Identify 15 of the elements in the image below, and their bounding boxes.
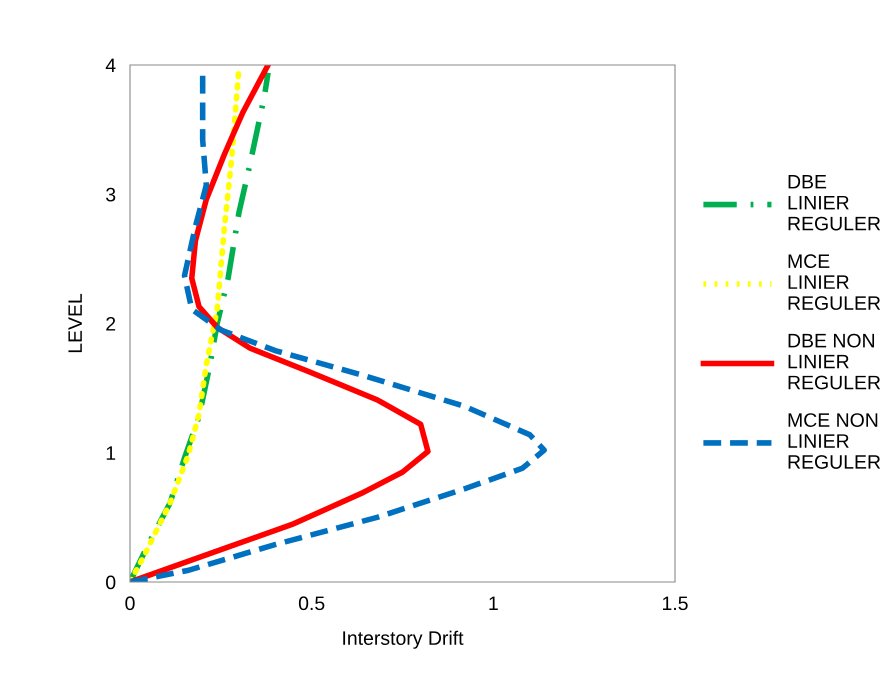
legend-label: MCE LINIER REGULER xyxy=(788,254,880,310)
y-tick-label: 2 xyxy=(106,316,116,331)
x-tick-label: 0.5 xyxy=(298,596,324,610)
x-tick-label: 1 xyxy=(489,596,498,610)
x-tick-label: 0 xyxy=(125,596,135,610)
y-tick-label: 1 xyxy=(106,446,116,460)
legend-label: DBE LINIER REGULER xyxy=(788,175,880,230)
y-tick-label: 0 xyxy=(106,575,116,590)
legend-label: MCE NON LINIER REGULER xyxy=(788,413,880,469)
x-axis-title: Interstory Drift xyxy=(343,630,464,649)
y-tick-label: 4 xyxy=(106,58,116,72)
x-tick-label: 1.5 xyxy=(662,596,688,610)
y-axis-title: LEVEL xyxy=(68,294,82,352)
legend-label: DBE NON LINIER REGULER xyxy=(788,334,880,390)
y-tick-label: 3 xyxy=(106,188,116,202)
